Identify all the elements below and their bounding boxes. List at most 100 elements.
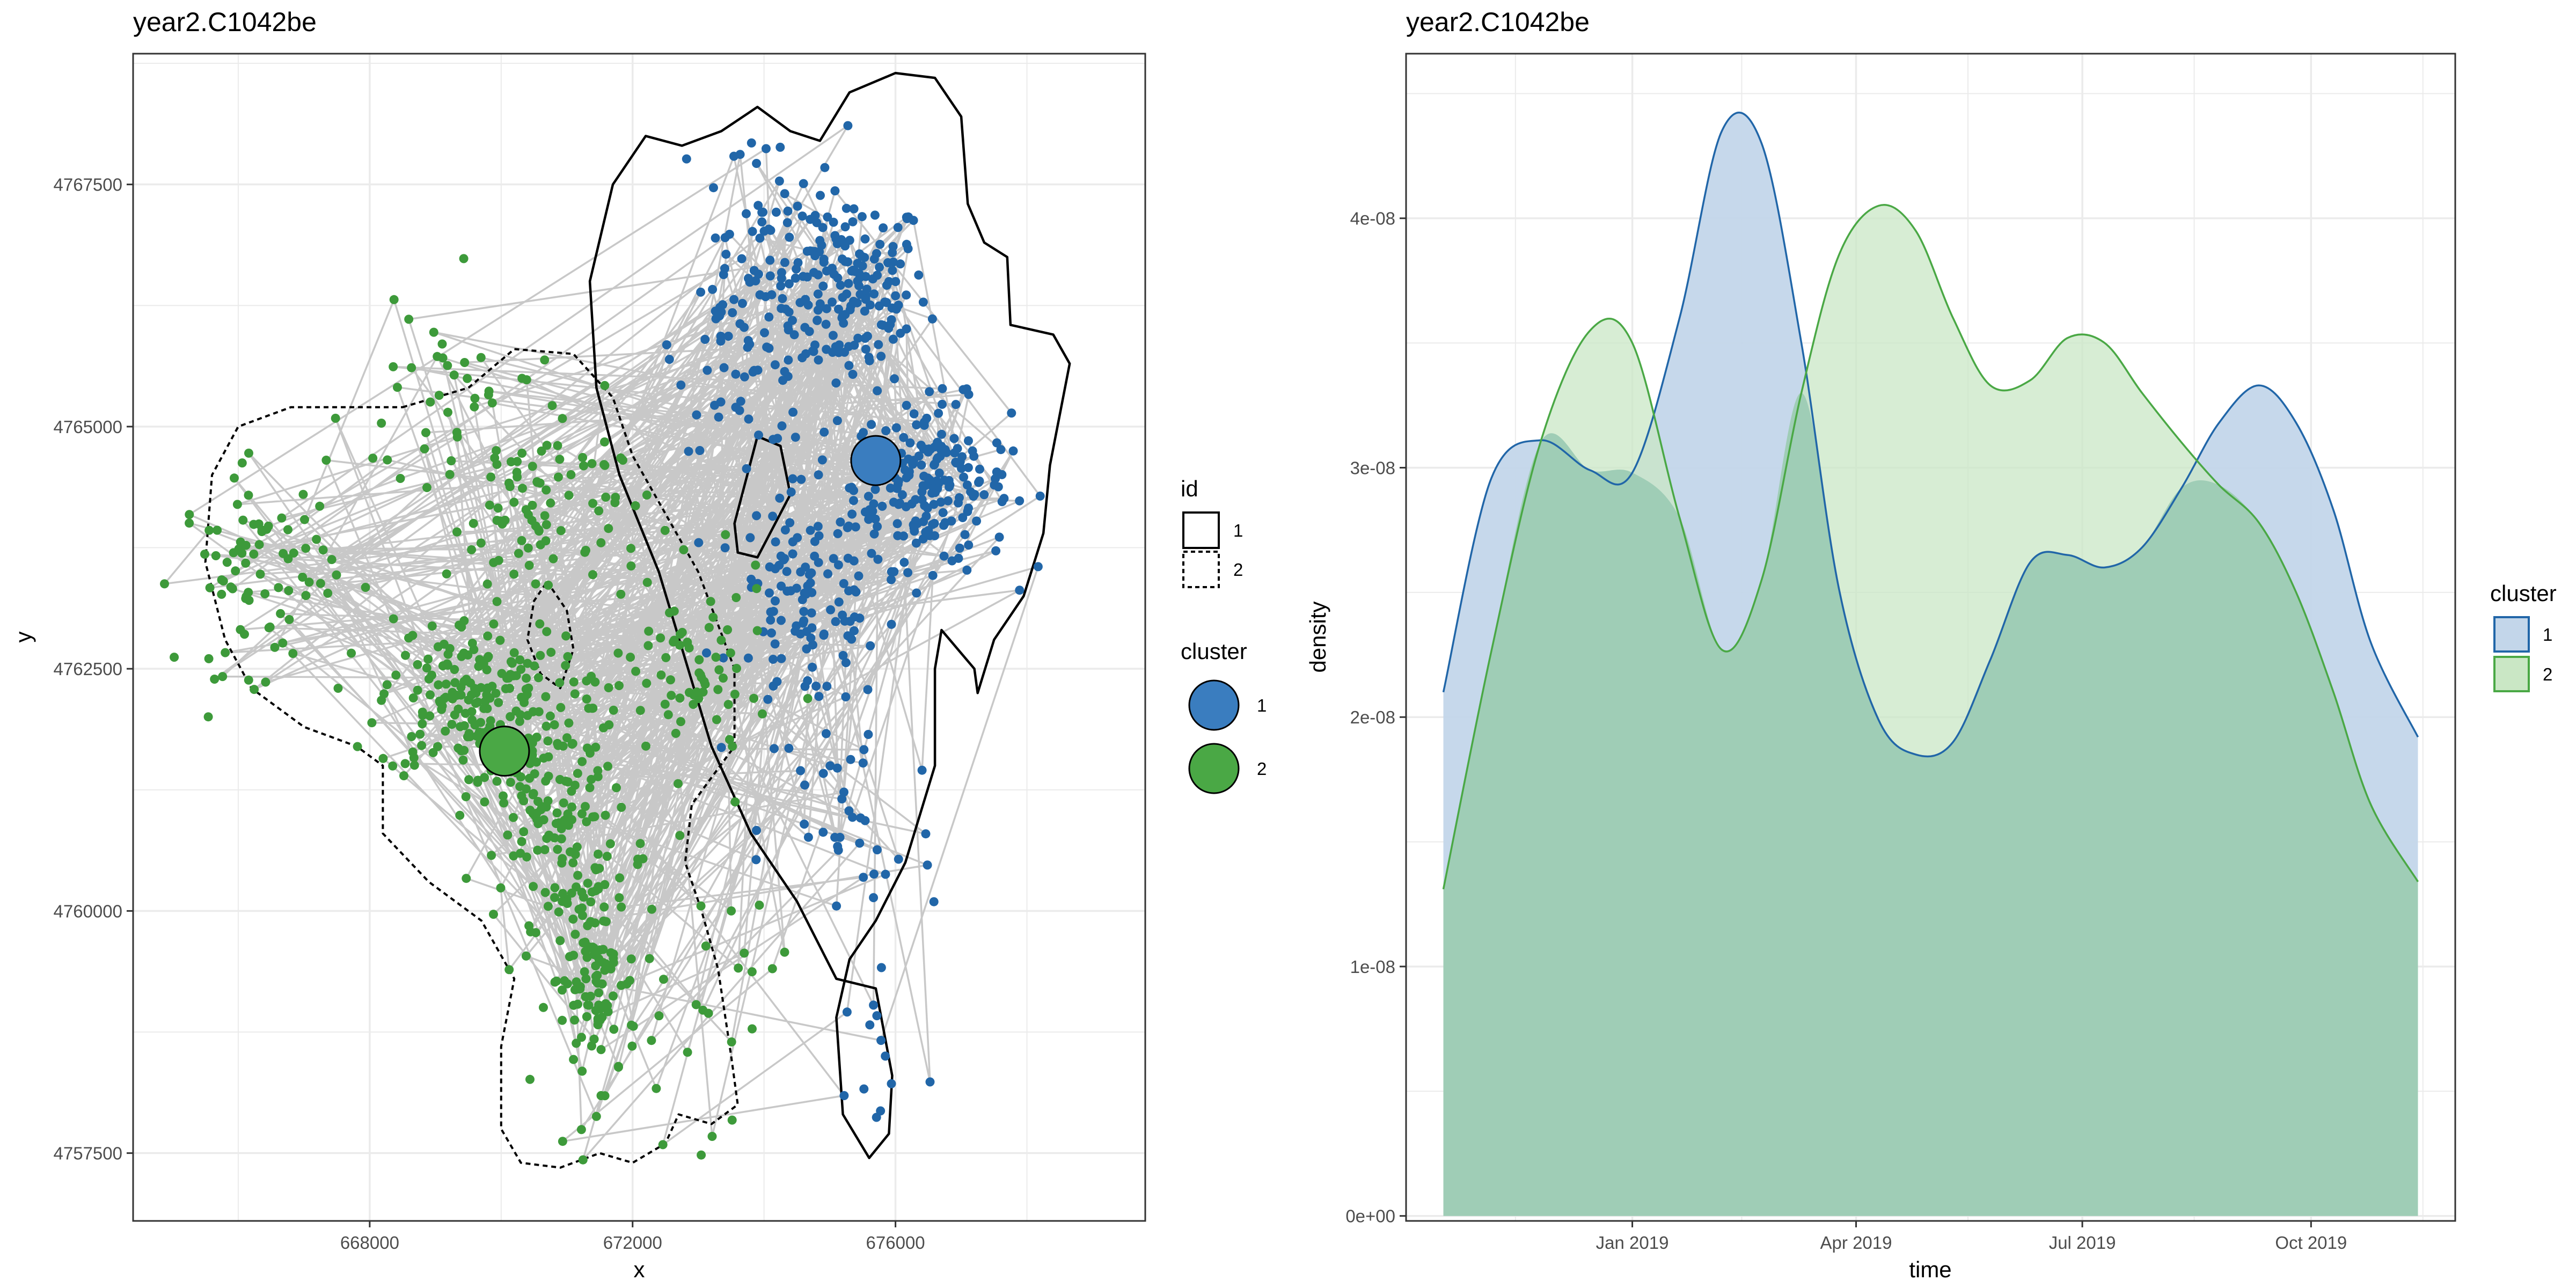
location-point-cluster-2 [413, 660, 422, 669]
location-point-cluster-2 [200, 550, 209, 559]
location-point-cluster-1 [806, 525, 815, 535]
location-point-cluster-2 [483, 683, 492, 693]
location-point-cluster-1 [887, 303, 897, 313]
location-point-cluster-1 [936, 497, 946, 507]
location-point-cluster-1 [834, 597, 844, 607]
location-point-cluster-2 [516, 848, 525, 858]
location-point-cluster-1 [818, 281, 828, 291]
location-point-cluster-2 [588, 499, 598, 508]
density-y-tick-label: 3e-08 [1350, 458, 1395, 478]
location-point-cluster-2 [570, 1015, 580, 1025]
location-point-cluster-2 [467, 707, 477, 716]
location-point-cluster-1 [863, 685, 873, 694]
location-point-cluster-1 [784, 355, 793, 365]
location-point-cluster-1 [839, 1091, 849, 1100]
location-point-cluster-2 [679, 545, 689, 554]
location-point-cluster-2 [539, 753, 548, 763]
location-point-cluster-2 [249, 519, 259, 529]
location-point-cluster-2 [533, 845, 543, 855]
location-point-cluster-2 [594, 506, 604, 516]
location-point-cluster-1 [813, 270, 823, 280]
location-point-cluster-1 [979, 490, 989, 500]
location-point-cluster-2 [748, 1024, 757, 1034]
location-point-cluster-1 [814, 355, 823, 365]
location-point-cluster-1 [901, 502, 911, 511]
location-point-cluster-2 [566, 847, 575, 857]
location-point-cluster-1 [905, 438, 915, 448]
location-point-cluster-2 [437, 339, 447, 349]
location-point-cluster-2 [528, 790, 538, 800]
location-point-cluster-2 [579, 461, 588, 471]
location-point-cluster-1 [860, 507, 870, 517]
location-point-cluster-1 [909, 409, 919, 419]
location-point-cluster-2 [284, 614, 294, 624]
location-point-cluster-1 [958, 513, 968, 522]
location-point-cluster-2 [708, 612, 718, 622]
location-point-cluster-1 [817, 455, 827, 465]
map-y-axis-label: y [11, 632, 36, 643]
location-point-cluster-2 [515, 655, 525, 664]
location-point-cluster-2 [448, 687, 457, 697]
location-point-cluster-2 [298, 489, 308, 499]
location-point-cluster-2 [459, 254, 469, 264]
location-point-cluster-1 [796, 629, 805, 639]
location-point-cluster-1 [731, 402, 741, 412]
location-point-cluster-1 [801, 562, 810, 572]
location-point-cluster-1 [761, 292, 770, 302]
location-point-cluster-2 [408, 693, 418, 702]
location-point-cluster-1 [1008, 446, 1018, 456]
location-point-cluster-2 [261, 677, 270, 687]
location-point-cluster-2 [572, 1038, 581, 1048]
location-point-cluster-1 [884, 277, 894, 287]
location-point-cluster-1 [876, 963, 886, 972]
map-y-tick-label: 4762500 [54, 659, 122, 679]
location-point-cluster-1 [696, 287, 706, 297]
location-point-cluster-2 [353, 742, 362, 751]
location-point-cluster-2 [627, 1020, 636, 1030]
map-axis-ticks: 668000 672000 676000 4757500 4760000 4762500 4… [54, 175, 925, 1253]
location-point-cluster-2 [532, 478, 542, 487]
location-point-cluster-2 [407, 732, 416, 741]
id-legend-label-1: 1 [1233, 521, 1243, 540]
location-point-cluster-2 [601, 810, 610, 820]
location-point-cluster-2 [617, 802, 626, 812]
location-point-cluster-1 [873, 845, 882, 854]
location-point-cluster-2 [692, 687, 701, 697]
location-point-cluster-2 [441, 692, 450, 702]
location-point-cluster-1 [813, 289, 823, 299]
location-point-cluster-1 [764, 343, 774, 353]
location-point-cluster-1 [839, 787, 848, 797]
location-point-cluster-1 [829, 217, 838, 227]
location-point-cluster-2 [567, 888, 576, 898]
location-point-cluster-2 [596, 1045, 606, 1055]
location-point-cluster-1 [919, 421, 929, 430]
location-point-cluster-2 [507, 658, 517, 668]
location-point-cluster-2 [426, 397, 435, 407]
location-point-cluster-1 [833, 529, 843, 538]
location-point-cluster-2 [222, 558, 232, 567]
location-point-cluster-2 [288, 649, 298, 658]
location-point-cluster-2 [671, 729, 680, 738]
location-point-cluster-2 [426, 690, 435, 700]
location-point-cluster-2 [524, 921, 534, 931]
location-point-cluster-2 [563, 777, 573, 787]
location-point-cluster-1 [964, 436, 973, 445]
location-point-cluster-1 [708, 284, 718, 294]
location-point-cluster-2 [615, 873, 625, 883]
location-point-cluster-2 [599, 916, 609, 926]
location-point-cluster-1 [870, 514, 880, 524]
location-point-cluster-1 [881, 869, 890, 879]
location-point-cluster-2 [465, 732, 475, 742]
location-point-cluster-1 [861, 295, 870, 304]
location-point-cluster-1 [887, 619, 896, 629]
location-point-cluster-2 [205, 583, 215, 592]
location-point-cluster-2 [452, 428, 462, 437]
location-point-cluster-2 [577, 1066, 587, 1076]
location-point-cluster-2 [279, 548, 288, 558]
location-point-cluster-2 [524, 561, 534, 570]
location-point-cluster-1 [904, 467, 914, 477]
location-point-cluster-1 [927, 314, 937, 324]
map-x-axis-label: x [634, 1257, 645, 1282]
location-point-cluster-2 [536, 650, 545, 660]
location-point-cluster-1 [959, 472, 969, 482]
